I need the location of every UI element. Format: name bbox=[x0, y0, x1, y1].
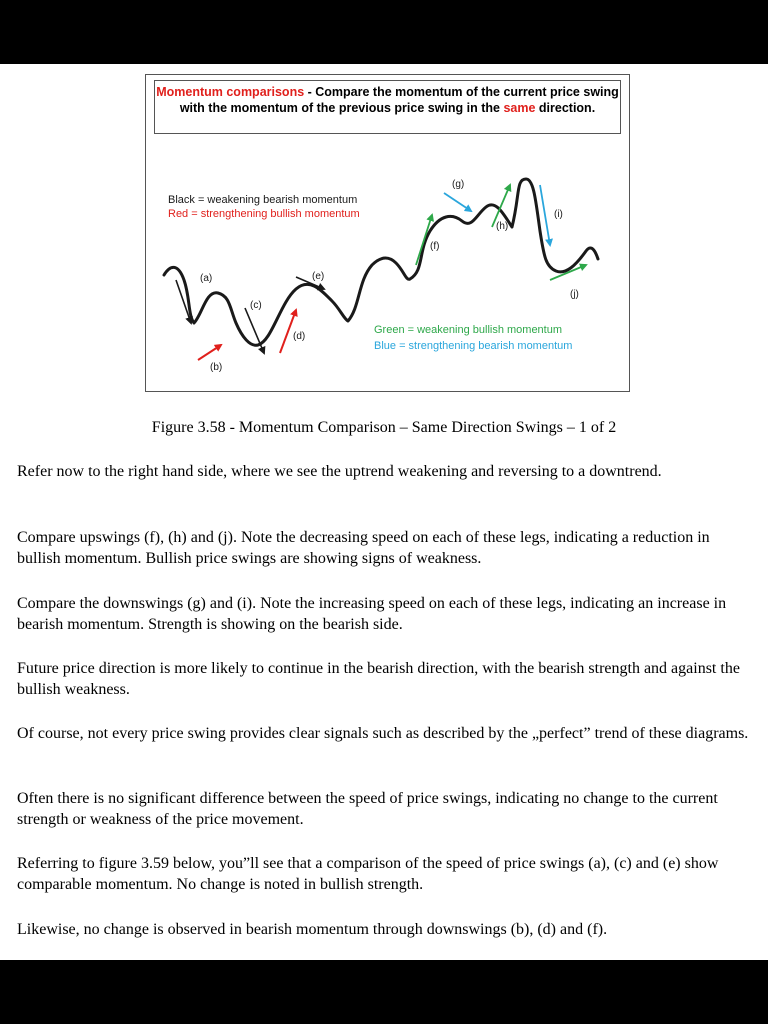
document-page: Momentum comparisons - Compare the momen… bbox=[0, 64, 768, 960]
arrow-a bbox=[175, 279, 193, 325]
label-c: (c) bbox=[250, 300, 262, 311]
figure-title-text: - Compare the momentum of the current pr… bbox=[179, 85, 619, 115]
label-g: (g) bbox=[452, 179, 464, 190]
legend-black: Black = weakening bearish momentum bbox=[168, 194, 357, 206]
paragraph-8: Likewise, no change is observed in beari… bbox=[17, 921, 608, 938]
arrow-i bbox=[539, 184, 553, 247]
arrow-j bbox=[549, 263, 588, 281]
paragraph-1: Refer now to the right hand side, where … bbox=[17, 463, 662, 480]
legend-green: Green = weakening bullish momentum bbox=[374, 324, 562, 336]
arrow-h bbox=[491, 183, 512, 228]
paragraph-6: Often there is no significant difference… bbox=[17, 790, 718, 828]
figure-caption: Figure 3.58 - Momentum Comparison – Same… bbox=[151, 419, 617, 436]
arrow-f bbox=[415, 213, 434, 266]
label-f: (f) bbox=[430, 241, 439, 252]
paragraph-7: Referring to figure 3.59 below, you”ll s… bbox=[17, 855, 719, 893]
paragraph-2: Compare upswings (f), (h) and (j). Note … bbox=[17, 529, 710, 567]
arrow-b bbox=[197, 343, 223, 361]
arrow-d bbox=[279, 308, 298, 354]
label-j: (j) bbox=[570, 289, 579, 300]
figure-title-same: same bbox=[503, 101, 536, 115]
price-swing-diagram: Black = weakening bearish momentum Red =… bbox=[162, 177, 600, 373]
label-a: (a) bbox=[200, 273, 212, 284]
paragraph-4: Future price direction is more likely to… bbox=[17, 660, 740, 698]
figure-title-end: direction. bbox=[535, 101, 596, 115]
label-d: (d) bbox=[293, 331, 305, 342]
legend-blue: Blue = strengthening bearish momentum bbox=[374, 340, 572, 352]
momentum-figure: Momentum comparisons - Compare the momen… bbox=[145, 74, 630, 392]
arrow-g bbox=[443, 192, 473, 213]
label-h: (h) bbox=[496, 221, 508, 232]
label-e: (e) bbox=[312, 271, 324, 282]
figure-title: Momentum comparisons - Compare the momen… bbox=[154, 80, 621, 134]
price-curve bbox=[162, 177, 600, 347]
arrow-e bbox=[295, 276, 326, 291]
label-i: (i) bbox=[554, 209, 563, 220]
paragraph-5: Of course, not every price swing provide… bbox=[17, 725, 749, 742]
arrow-c bbox=[244, 307, 266, 355]
paragraph-3: Compare the downswings (g) and (i). Note… bbox=[17, 595, 727, 633]
legend-red: Red = strengthening bullish momentum bbox=[168, 208, 360, 220]
figure-title-highlight: Momentum comparisons bbox=[156, 85, 305, 99]
label-b: (b) bbox=[210, 362, 222, 373]
